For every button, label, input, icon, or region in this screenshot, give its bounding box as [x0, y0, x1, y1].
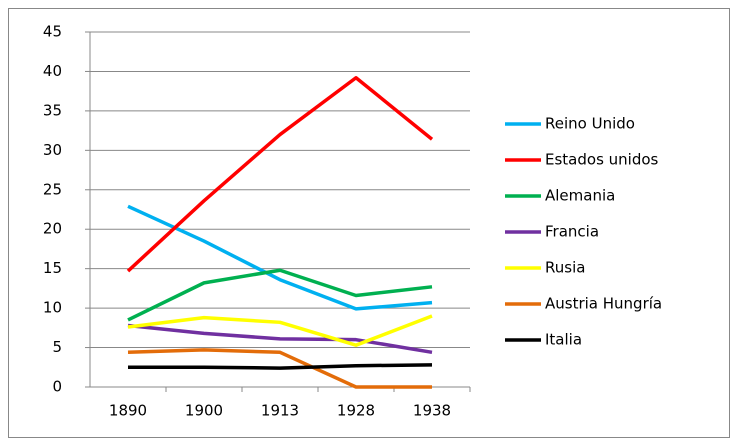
legend-label: Rusia: [545, 259, 585, 277]
legend-label: Francia: [545, 223, 599, 241]
x-tick-label: 1938: [413, 402, 451, 420]
legend-label: Italia: [545, 331, 582, 349]
series-line: [127, 268, 433, 322]
y-tick-label: 20: [43, 220, 62, 238]
chart-frame: [8, 8, 730, 438]
y-tick-label: 35: [43, 101, 62, 119]
series-line: [127, 204, 433, 311]
series-line: [127, 348, 432, 389]
y-tick-label: 10: [43, 299, 62, 317]
x-tick-label: 1913: [261, 402, 299, 420]
y-tick-label: 15: [43, 259, 62, 277]
y-tick-label: 5: [52, 338, 62, 356]
y-tick-label: 40: [43, 62, 62, 80]
series-line: [126, 76, 434, 273]
legend-label: Alemania: [545, 187, 615, 205]
y-tick-label: 25: [43, 180, 62, 198]
series-line: [127, 323, 433, 355]
x-tick-label: 1890: [109, 402, 147, 420]
y-tick-label: 45: [43, 23, 62, 41]
legend-label: Reino Unido: [545, 115, 635, 133]
x-tick-label: 1928: [337, 402, 375, 420]
y-tick-label: 0: [52, 378, 62, 396]
y-tick-label: 30: [43, 141, 62, 159]
legend-label: Austria Hungría: [545, 295, 662, 313]
series-line: [128, 363, 433, 370]
series-line: [127, 314, 433, 347]
legend-label: Estados unidos: [545, 151, 659, 169]
x-tick-label: 1900: [185, 402, 223, 420]
